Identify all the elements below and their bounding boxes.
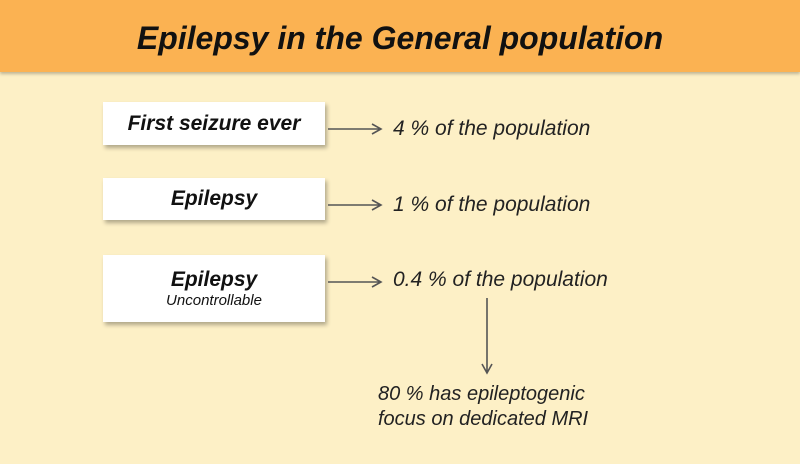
arrow [481,298,493,375]
title-bar [0,0,800,72]
box: Epilepsy [103,178,325,220]
arrow [328,276,383,288]
title: Epilepsy in the General population [136,20,664,56]
result: 4 % of the population [393,117,591,140]
box-sublabel: Uncontrollable [166,292,262,309]
box-label: First seizure ever [127,111,301,135]
note-line: focus on dedicated MRI [378,408,589,430]
arrow [328,123,383,135]
note: 80 % has epileptogenic focus on dedicate… [378,382,588,432]
result: 0.4 % of the population [393,268,608,291]
box: First seizure ever [103,102,325,145]
result: 1 % of the population [393,193,591,216]
box: Epilepsy Uncontrollable [103,255,325,322]
note-line: 80 % has epileptogenic [378,383,585,405]
arrow [328,199,383,211]
box-label: Epilepsy [170,187,258,210]
box-label: Epilepsy [170,268,258,291]
